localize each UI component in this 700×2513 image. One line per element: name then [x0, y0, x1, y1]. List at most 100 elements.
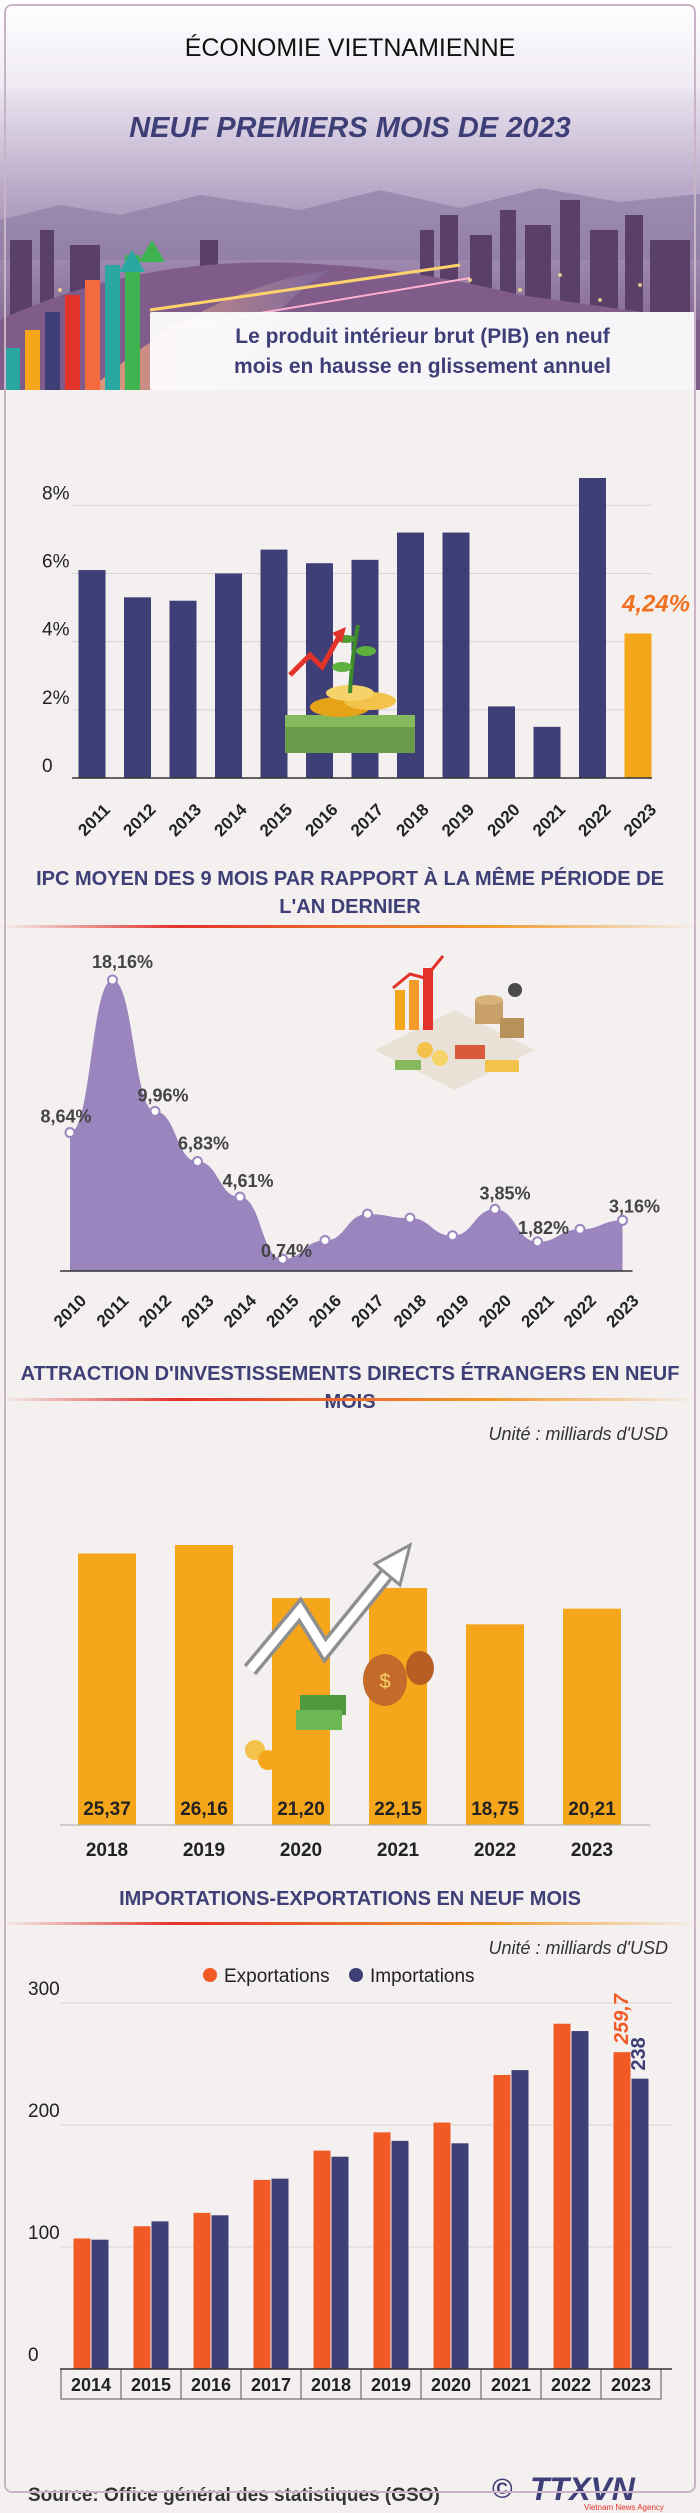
gdp-ytick-label: 6% [42, 551, 70, 572]
logo-subtext: Vietnam News Agency [584, 2503, 664, 2512]
intro-line-2: mois en hausse en glissement annuel [234, 355, 611, 378]
cpi-point [617, 1214, 628, 1226]
cpi-xtick-label: 2010 [50, 1291, 90, 1330]
cpi-data-label: 4,61% [222, 1171, 273, 1191]
cpi-area-chart: 2010 8,64% 2011 18,16% 2012 9,96% 2013 6,83% 201… [40, 952, 660, 1330]
cpi-area [70, 980, 623, 1271]
fdi-xtick-label: 2018 [86, 1840, 128, 1861]
cpi-xtick-label: 2011 [93, 1291, 133, 1330]
trade-import-bar [451, 2143, 469, 2369]
trade-legend-swatch [349, 1968, 363, 1982]
money-plant-illustration [280, 615, 420, 755]
gdp-xtick-label: 2023 [620, 800, 660, 840]
trade-legend-label: Importations [370, 1966, 475, 1987]
gdp-bar [215, 573, 242, 778]
trade-xtick-label: 2019 [371, 2375, 411, 2395]
gdp-xtick-label: 2022 [575, 800, 615, 840]
fdi-title-rule [0, 1398, 700, 1401]
trade-export-bar [133, 2226, 151, 2369]
cpi-xtick-label: 2020 [475, 1291, 515, 1330]
page-subtitle: NEUF PREMIERS MOIS DE 2023 [129, 112, 571, 144]
cpi-data-label: 3,16% [609, 1196, 660, 1216]
trade-export-bar [73, 2238, 91, 2369]
fdi-data-label: 18,75 [471, 1799, 519, 1820]
gdp-bar [579, 478, 606, 778]
cpi-data-label: 8,64% [40, 1107, 91, 1127]
gdp-ytick-label: 0 [42, 756, 53, 777]
trade-import-bar [391, 2140, 409, 2369]
fdi-data-label: 21,20 [277, 1799, 325, 1820]
trade-title-rule [0, 1922, 700, 1925]
cpi-xtick-label: 2021 [518, 1291, 558, 1330]
gdp-bar [124, 597, 151, 778]
cpi-xtick-label: 2018 [390, 1291, 430, 1330]
economy-illustration [365, 950, 545, 1110]
fdi-unit-label: Unité : milliards d'USD [488, 1424, 668, 1444]
cpi-point [107, 974, 118, 986]
cpi-xtick-label: 2022 [560, 1291, 600, 1330]
gdp-ytick-label: 2% [42, 688, 70, 709]
trade-import-bar [211, 2215, 229, 2369]
page-title: ÉCONOMIE VIETNAMIENNE [184, 34, 516, 62]
trade-ytick-label: 100 [28, 2223, 60, 2244]
gdp-ytick-label: 8% [42, 483, 70, 504]
cpi-point [489, 1203, 501, 1215]
cpi-xtick-label: 2012 [135, 1291, 175, 1330]
svg-text:$: $ [379, 1671, 390, 1693]
trade-xtick-label: 2023 [611, 2375, 651, 2395]
cpi-section-title: IPC MOYEN DES 9 MOIS PAR RAPPORT À LA MÊ… [0, 865, 700, 921]
cpi-data-label: 1,82% [518, 1218, 569, 1238]
fdi-xtick-label: 2022 [474, 1840, 516, 1861]
cpi-point [362, 1208, 373, 1220]
cpi-point [64, 1127, 76, 1139]
cpi-xtick-label: 2015 [263, 1291, 303, 1330]
intro-line-1: Le produit intérieur brut (PIB) en neuf [235, 325, 610, 348]
fdi-xtick-label: 2020 [280, 1840, 322, 1861]
cpi-xtick-label: 2019 [433, 1291, 473, 1330]
trade-legend-label: Exportations [224, 1966, 330, 1987]
trade-ytick-label: 0 [28, 2345, 39, 2366]
trade-export-data-label: 259,7 [611, 1993, 633, 2045]
trade-export-bar [613, 2052, 631, 2369]
trade-xtick-label: 2014 [71, 2375, 111, 2395]
cpi-xtick-label: 2014 [220, 1291, 261, 1330]
cpi-xtick-label: 2016 [305, 1291, 345, 1330]
gdp-bar [624, 633, 652, 778]
intro-text: Le produit intérieur brut (PIB) en neuf … [150, 322, 695, 382]
gdp-xtick-label: 2020 [484, 800, 524, 840]
fdi-bar [369, 1587, 427, 1825]
trade-xtick-label: 2021 [491, 2375, 531, 2395]
trade-ytick-label: 300 [28, 1979, 60, 2000]
trade-xtick-label: 2015 [131, 2375, 171, 2395]
cpi-data-label: 18,16% [92, 952, 153, 972]
fdi-data-label: 20,21 [568, 1799, 616, 1820]
trade-import-bar [631, 2078, 649, 2369]
gdp-bar [260, 549, 288, 778]
trade-import-bar [271, 2178, 289, 2369]
trade-section-title: IMPORTATIONS-EXPORTATIONS EN NEUF MOIS [119, 1888, 581, 1910]
trade-xtick-label: 2022 [551, 2375, 591, 2395]
fdi-bar [466, 1624, 524, 1825]
gdp-data-label: 4,24% [621, 590, 690, 617]
cpi-data-label: 3,85% [479, 1183, 530, 1203]
cpi-title-line-1: IPC MOYEN DES 9 MOIS PAR RAPPORT À LA MÊ… [36, 868, 664, 890]
fdi-xtick-label: 2023 [571, 1840, 613, 1861]
gdp-bar [78, 570, 106, 778]
fdi-data-label: 26,16 [180, 1799, 228, 1820]
trade-import-data-label: 238 [628, 2037, 650, 2070]
trade-export-bar [253, 2179, 271, 2369]
cpi-xtick-label: 2013 [178, 1291, 218, 1330]
intro-panel [150, 312, 695, 390]
gdp-xtick-label: 2017 [347, 800, 387, 840]
gdp-xtick-label: 2013 [165, 800, 205, 840]
trade-import-bar [331, 2156, 349, 2369]
source-note: Source: Office général des statistiques … [28, 2485, 440, 2506]
gdp-xtick-label: 2019 [438, 800, 478, 840]
trade-xtick-label: 2017 [251, 2375, 291, 2395]
gdp-xtick-label: 2021 [529, 800, 569, 840]
cpi-xtick-label: 2023 [603, 1291, 643, 1330]
fdi-bar [78, 1553, 136, 1825]
cpi-point [319, 1235, 331, 1247]
